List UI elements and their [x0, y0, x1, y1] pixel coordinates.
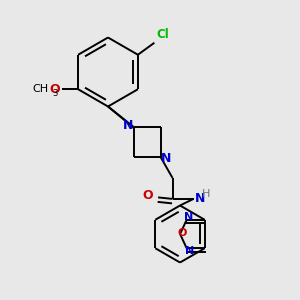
Text: Cl: Cl	[157, 28, 169, 41]
Text: CH: CH	[33, 84, 49, 94]
Text: O: O	[178, 228, 187, 239]
Text: N: N	[185, 246, 194, 256]
Text: N: N	[184, 212, 194, 222]
Text: 3: 3	[52, 89, 58, 98]
Text: O: O	[50, 83, 60, 96]
Text: N: N	[123, 118, 133, 132]
Text: O: O	[142, 189, 153, 203]
Text: N: N	[195, 192, 206, 205]
Text: N: N	[161, 152, 171, 165]
Text: H: H	[202, 189, 210, 200]
